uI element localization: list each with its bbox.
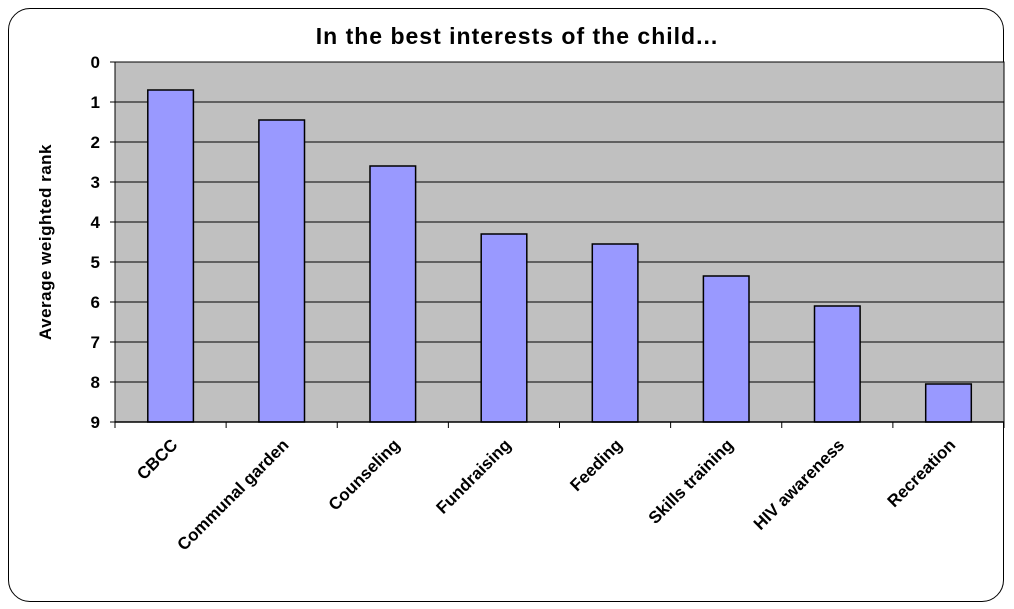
bar bbox=[258, 119, 306, 423]
bar bbox=[813, 305, 861, 423]
plot-background bbox=[114, 61, 1005, 423]
bar bbox=[924, 383, 973, 423]
y-tick-label: 1 bbox=[91, 93, 100, 112]
x-tick-label: Skills training bbox=[645, 435, 737, 527]
y-tick-label: 3 bbox=[91, 173, 100, 192]
bar bbox=[480, 233, 528, 423]
y-tick-label: 2 bbox=[91, 133, 100, 152]
x-tick-label: Counseling bbox=[325, 435, 404, 514]
y-tick-label: 8 bbox=[91, 373, 100, 392]
y-axis-label: Average weighted rank bbox=[36, 144, 55, 340]
bar bbox=[702, 275, 750, 423]
y-tick-label: 0 bbox=[91, 53, 100, 72]
y-tick-label: 4 bbox=[91, 213, 101, 232]
x-tick-label: Fundraising bbox=[433, 435, 515, 517]
y-tick-label: 5 bbox=[91, 253, 100, 272]
bar bbox=[147, 89, 195, 423]
bar bbox=[369, 165, 417, 423]
x-tick-label: CBCC bbox=[133, 435, 181, 483]
x-tick-label: Feeding bbox=[566, 435, 626, 495]
chart-title: In the best interests of the child... bbox=[316, 23, 719, 49]
y-tick-label: 6 bbox=[91, 293, 100, 312]
x-tick-label: HIV awareness bbox=[750, 435, 848, 533]
x-tick-label: Communal garden bbox=[174, 435, 293, 554]
x-tick-label: Recreation bbox=[884, 435, 960, 511]
bar bbox=[591, 243, 639, 423]
y-tick-label: 9 bbox=[91, 413, 100, 432]
y-tick-label: 7 bbox=[91, 333, 100, 352]
